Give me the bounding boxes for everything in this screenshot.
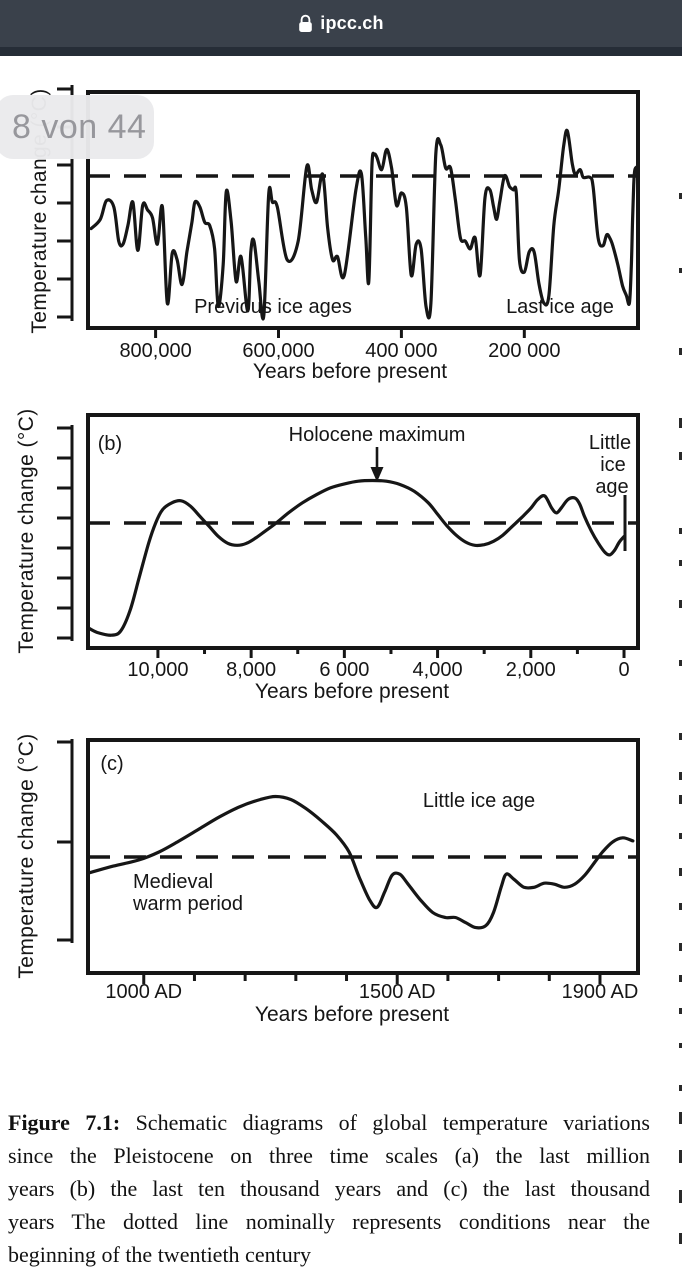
cut-text-fragment: [679, 772, 682, 780]
x-axis-tick-label: 2,000: [506, 659, 556, 681]
cut-text-fragment: [679, 418, 682, 428]
x-axis-tick-label: 1000 AD: [105, 981, 182, 1003]
cut-text-fragment: [679, 833, 682, 839]
url-bar-content: ipcc.ch: [298, 13, 384, 34]
x-axis-tick-label: 10,000: [127, 659, 188, 681]
cut-text-fragment: [679, 1085, 682, 1091]
x-axis-tick-label: 800,000: [119, 340, 191, 362]
cut-text-fragment: [679, 1150, 682, 1163]
chart-c-x-axis-title: Years before present: [255, 1003, 449, 1026]
cut-text-fragment: [679, 660, 682, 666]
caption-line: beginning of the twentieth century: [8, 1242, 312, 1267]
chart-c-annotation-medieval: Medieval: [133, 871, 213, 893]
chart-a-annotation-previous-ice-ages: Previous ice ages: [194, 296, 352, 318]
x-axis-tick-label: 1900 AD: [562, 981, 639, 1003]
chart-b-y-axis-label: Temperature change (°C): [15, 408, 38, 653]
x-axis-tick-label: 8,000: [226, 659, 276, 681]
chart-b-annotation-little: Little: [589, 432, 631, 454]
x-axis-tick-label: 200 000: [488, 340, 560, 362]
chart-b-annotation-age: age: [595, 476, 628, 498]
chart-b-x-axis-title: Years before present: [255, 680, 449, 703]
cut-text-fragment: [679, 1190, 682, 1203]
cut-text-fragment: [679, 1233, 682, 1244]
caption-line: since the Pleistocene on three time scal…: [8, 1143, 650, 1168]
cut-text-fragment: [679, 193, 682, 199]
cut-text-fragment: [679, 1008, 682, 1014]
temperature-curve: [86, 478, 626, 637]
cut-text-fragment: [679, 1112, 682, 1124]
chart-a-generated: 800,000 600,000 400 000 200 000: [57, 87, 640, 362]
cut-text-fragment: [679, 903, 682, 910]
caption-line-text: Schematic diagrams of global temperature…: [120, 1110, 650, 1135]
x-axis-tick-label: 1500 AD: [359, 981, 436, 1003]
chart-b-annotation-holocene-maximum: Holocene maximum: [289, 424, 466, 446]
chart-c-panel-label: (c): [100, 753, 123, 775]
figure-caption: Figure 7.1: Schematic diagrams of global…: [8, 1106, 650, 1271]
chart-b-panel-label: (b): [98, 433, 122, 455]
cut-text-fragment: [679, 733, 682, 740]
cut-text-fragment: [679, 1043, 682, 1048]
caption-line: years (b) the last ten thousand years an…: [8, 1176, 650, 1201]
caption-figure-number: Figure 7.1:: [8, 1110, 121, 1135]
caption-line: Figure 7.1: Schematic diagrams of global…: [8, 1106, 650, 1139]
chart-a-annotation-last-ice-age: Last ice age: [506, 296, 614, 318]
x-axis-tick-label: 0: [618, 659, 629, 681]
url-host-text: ipcc.ch: [320, 13, 384, 33]
pdf-page-indicator-badge: 8 von 44: [0, 95, 154, 159]
chart-c-last-thousand-years: 1000 AD 1500 AD 1900 AD Temperature change…: [15, 733, 640, 1026]
x-axis-tick-label: 6 000: [319, 659, 369, 681]
cut-text-fragment: [679, 975, 682, 982]
temperature-curve: [89, 128, 640, 321]
temperature-curve: [86, 794, 635, 930]
pdf-page-indicator-text: 8 von 44: [12, 107, 147, 146]
cut-text-fragment: [679, 868, 682, 876]
x-axis-tick-label: 600,000: [242, 340, 314, 362]
caption-line: years The dotted line nominally represen…: [8, 1209, 650, 1234]
chart-b-annotation-ice: ice: [600, 454, 626, 476]
holocene-arrow-head: [370, 467, 384, 482]
cut-text-fragment: [679, 268, 682, 273]
chart-b-last-ten-thousand-years: 10,000 8,000 6 000 4,000 2,000 0 Temperature …: [15, 408, 640, 703]
cut-text-fragment: [679, 560, 682, 566]
browser-url-bar[interactable]: ipcc.ch: [0, 0, 682, 47]
cut-text-fragment: [679, 528, 682, 534]
chart-c-y-axis-label: Temperature change (°C): [15, 733, 38, 978]
chart-a-x-axis-title: Years before present: [253, 360, 447, 383]
chart-c-annotation-warm-period: warm period: [132, 893, 243, 915]
chart-a-plot-box: [86, 90, 640, 330]
chart-b-generated: 10,000 8,000 6 000 4,000 2,000 0: [57, 426, 630, 681]
cut-text-fragment: [679, 348, 682, 355]
cut-text-fragment: [679, 795, 682, 804]
x-axis-tick-label: 400 000: [365, 340, 437, 362]
chart-b-plot-box: [86, 413, 640, 650]
cut-text-fragment: [679, 452, 682, 460]
x-axis-tick-label: 4,000: [413, 659, 463, 681]
chart-c-generated: 1000 AD 1500 AD 1900 AD: [57, 740, 639, 1003]
lock-icon: [299, 14, 313, 32]
chart-c-annotation-little-ice-age: Little ice age: [423, 790, 535, 812]
cut-text-fragment: [679, 600, 682, 608]
cut-text-fragment: [679, 943, 682, 951]
browser-toolbar-strip: [0, 47, 682, 56]
